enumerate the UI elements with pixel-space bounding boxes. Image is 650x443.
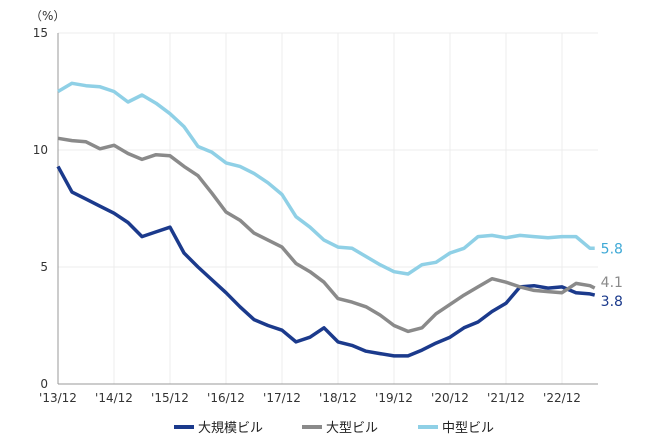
series-line-2	[57, 136, 596, 334]
x-tick-label: '13/12	[39, 391, 77, 405]
x-tick-label: '15/12	[151, 391, 189, 405]
legend: 大規模ビル 大型ビル 中型ビル	[174, 421, 494, 436]
x-tick-label: '16/12	[207, 391, 245, 405]
legend-label: 大型ビル	[326, 421, 378, 436]
y-tick-label: 5	[40, 260, 48, 274]
legend-label: 中型ビル	[442, 421, 494, 436]
end-value-label: 5.8	[601, 241, 623, 257]
y-tick-label: 0	[40, 377, 48, 391]
x-tick-label: '19/12	[375, 391, 413, 405]
x-tick-label: '17/12	[263, 391, 301, 405]
x-tick-label: '18/12	[319, 391, 357, 405]
y-unit-label: （%）	[30, 9, 65, 23]
y-tick-label: 15	[33, 26, 48, 40]
axes: 0 5 10 15 '13/12 '14/12 '15/12 '16/12 '17/12 '18/…	[33, 26, 598, 405]
x-tick-label: '20/12	[431, 391, 469, 405]
end-value-label: 3.8	[601, 294, 623, 310]
series-lines: 3.8 4.1 5.8	[56, 81, 623, 358]
gridlines	[58, 32, 598, 384]
x-tick-label: '22/12	[543, 391, 581, 405]
x-tick-label: '21/12	[487, 391, 525, 405]
y-tick-label: 10	[33, 143, 48, 157]
series-line-3	[57, 81, 595, 276]
legend-label: 大規模ビル	[198, 421, 263, 436]
x-tick-label: '14/12	[95, 391, 133, 405]
end-value-label: 4.1	[601, 275, 623, 291]
series-line-1	[56, 165, 596, 358]
